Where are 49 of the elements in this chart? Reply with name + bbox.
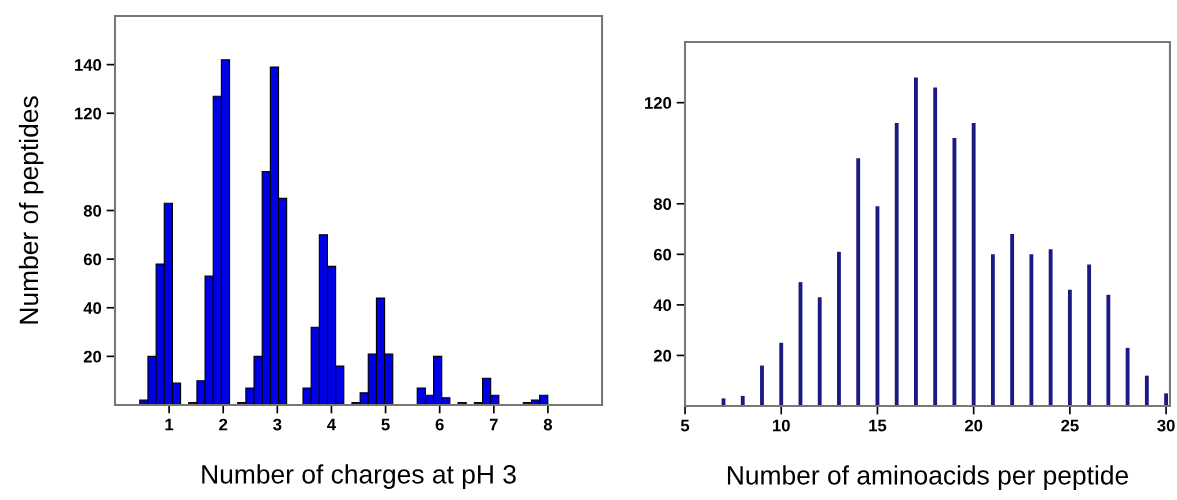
bar — [1144, 375, 1149, 406]
bar — [856, 158, 861, 406]
y-tick-label: 40 — [83, 302, 102, 314]
y-tick-label: 20 — [83, 350, 102, 363]
x-tick-label: 5 — [381, 418, 390, 431]
x-tick-label: 7 — [489, 418, 498, 431]
bar — [894, 122, 899, 406]
x-tick-label: 3 — [273, 418, 282, 431]
x-tick-label: 8 — [543, 418, 553, 431]
y-axis-title: Number of peptides — [18, 96, 44, 324]
y-tick-label: 60 — [83, 253, 102, 266]
bar — [817, 297, 822, 406]
x-tick-label: 20 — [964, 419, 983, 432]
x-tick-label: 10 — [773, 419, 790, 432]
bar — [1106, 294, 1111, 406]
y-tick-label: 120 — [645, 97, 672, 109]
x-tick-label: 4 — [327, 418, 336, 431]
y-tick-label: 60 — [653, 248, 672, 261]
bar — [1087, 264, 1092, 406]
x-axis-title: Number of charges at pH 3 — [202, 464, 516, 489]
x-tick-label: 5 — [680, 419, 690, 432]
y-tick-label: 120 — [75, 107, 102, 120]
x-tick-label: 30 — [1157, 419, 1175, 432]
x-tick-label: 1 — [165, 418, 174, 431]
bar — [779, 342, 784, 406]
bar — [760, 365, 764, 406]
y-tick-label: 140 — [75, 59, 102, 71]
bar — [914, 77, 918, 406]
x-tick-label: 15 — [869, 419, 887, 432]
bar — [990, 254, 995, 406]
bar — [952, 138, 957, 406]
y-tick-label: 80 — [653, 198, 672, 210]
y-tick-label: 80 — [83, 204, 102, 217]
bar — [740, 395, 745, 406]
bar — [1048, 249, 1053, 406]
bar — [971, 122, 976, 406]
y-tick-label: 20 — [653, 349, 672, 362]
y-tick-label: 40 — [653, 299, 672, 312]
x-tick-label: 2 — [219, 418, 228, 431]
bar — [1067, 289, 1072, 406]
bar — [837, 251, 841, 406]
bar — [1010, 234, 1015, 406]
x-tick-label: 6 — [435, 418, 444, 431]
bar — [1125, 347, 1130, 406]
x-tick-label: 25 — [1061, 419, 1079, 432]
bar — [1164, 393, 1169, 406]
bar — [933, 87, 938, 406]
x-axis-title: Number of aminoacids per peptide — [727, 465, 1129, 490]
bar — [1029, 254, 1034, 406]
